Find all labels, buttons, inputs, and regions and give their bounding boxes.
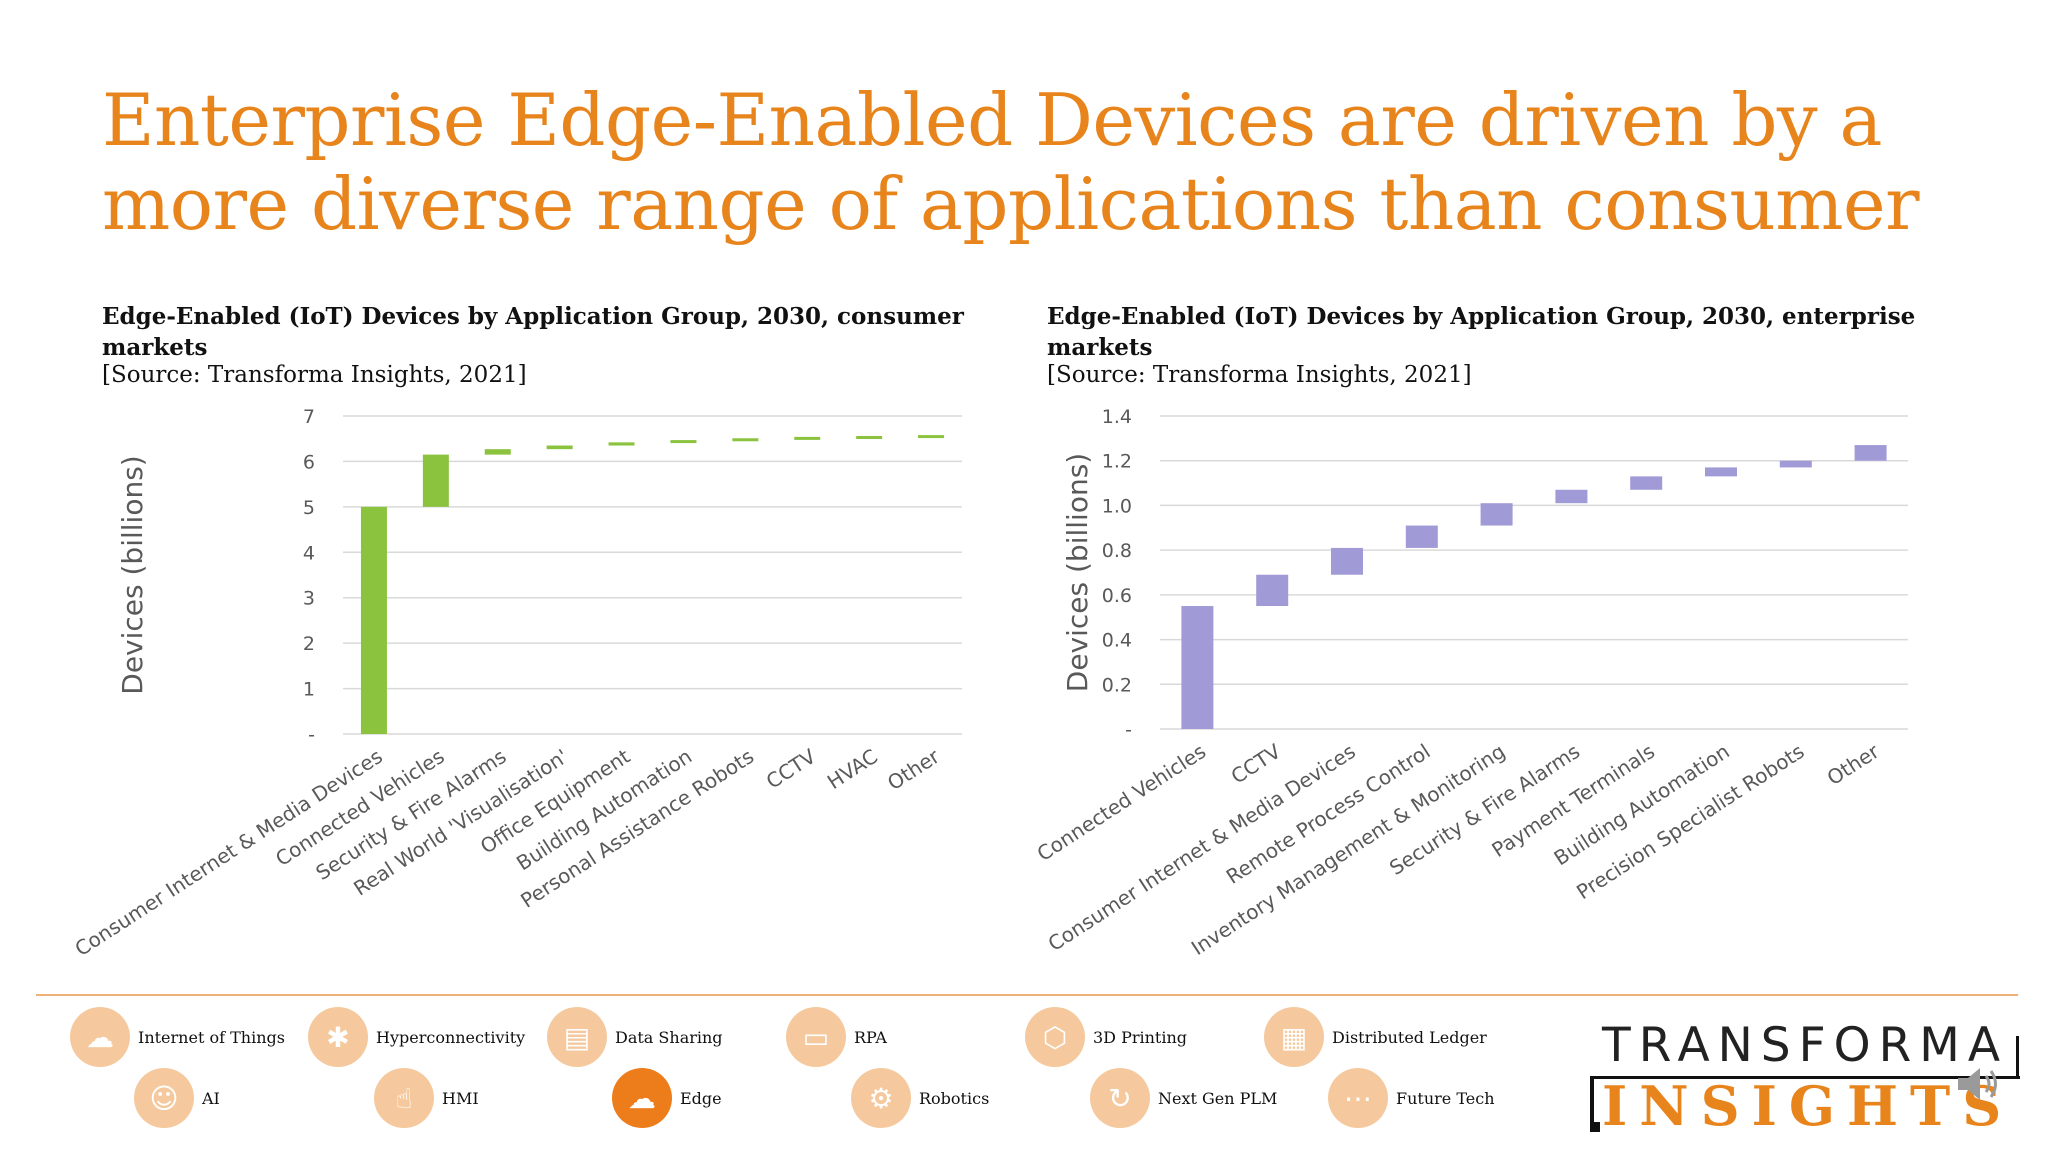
enterprise-bar (1854, 445, 1887, 461)
enterprise-ytick-label: 1.4 (1102, 406, 1132, 428)
enterprise-bar (1256, 574, 1289, 607)
enterprise-ytick-label: 0.2 (1102, 674, 1132, 696)
cloud-network-icon: ☁ (70, 1007, 130, 1067)
consumer-bar (732, 438, 759, 442)
nav-item-3d-printing[interactable]: ⬡ 3D Printing (1025, 1005, 1187, 1069)
footer-divider (36, 994, 2018, 996)
consumer-ytick-label: 4 (303, 542, 315, 564)
enterprise-ytick-label: 1.2 (1102, 451, 1132, 473)
brain-head-icon: ☺ (134, 1068, 194, 1128)
enterprise-category-label: Consumer Internet & Media Devices (1044, 739, 1360, 956)
cycle-arrows-icon: ↻ (1090, 1068, 1150, 1128)
network-hub-icon: ✱ (308, 1007, 368, 1067)
nav-item-label: Next Gen PLM (1158, 1088, 1278, 1108)
enterprise-bar (1630, 476, 1663, 490)
nav-item-data-sharing[interactable]: ▤ Data Sharing (547, 1005, 723, 1069)
logo-bracket-left (1590, 1076, 1594, 1126)
speaker-icon[interactable] (1956, 1064, 2002, 1104)
nav-item-label: Future Tech (1396, 1088, 1495, 1108)
nav-item-label: Data Sharing (615, 1027, 723, 1047)
consumer-bar (918, 435, 945, 439)
nav-item-hyperconnectivity[interactable]: ✱ Hyperconnectivity (308, 1005, 525, 1069)
enterprise-ytick-label: 0.8 (1102, 540, 1132, 562)
nav-item-edge[interactable]: ☁ Edge (612, 1066, 722, 1130)
enterprise-ytick-label: 0.4 (1102, 630, 1132, 652)
printer-cube-icon: ⬡ (1025, 1007, 1085, 1067)
nav-item-label: Edge (680, 1088, 722, 1108)
consumer-ytick-label: 1 (303, 679, 315, 701)
consumer-bar (856, 435, 883, 439)
nav-item-label: AI (202, 1088, 220, 1108)
logo-word-top: TRANSFORMA (1602, 1018, 2008, 1073)
consumer-ylabel: Devices (billions) (116, 455, 149, 694)
logo-bracket-top (1590, 1076, 2020, 1079)
enterprise-waterfall-chart: - 0.2 0.4 0.6 0.8 1.0 1.2 1.4 Devices (billions)… (1033, 406, 1908, 960)
consumer-ytick-label: 3 (303, 588, 315, 610)
enterprise-bar (1405, 525, 1438, 548)
enterprise-bar (1181, 606, 1214, 729)
enterprise-bar (1779, 460, 1812, 468)
enterprise-ytick-label: 1.0 (1102, 495, 1132, 517)
nav-item-distributed-ledger[interactable]: ▦ Distributed Ledger (1264, 1005, 1487, 1069)
page-title-line-2: more diverse range of applications than … (102, 162, 1920, 246)
nav-item-hmi[interactable]: ☝ HMI (374, 1066, 479, 1130)
consumer-chart-source: [Source: Transforma Insights, 2021] (102, 362, 527, 388)
logo-bracket-right (2016, 1036, 2019, 1078)
consumer-bar (794, 436, 821, 440)
enterprise-ytick-label: 0.6 (1102, 585, 1132, 607)
nav-item-internet-of-things[interactable]: ☁ Internet of Things (70, 1005, 285, 1069)
enterprise-bar (1331, 547, 1363, 575)
enterprise-bar (1705, 467, 1737, 477)
page-title-line-1: Enterprise Edge-Enabled Devices are driv… (102, 78, 1882, 162)
nav-item-label: Hyperconnectivity (376, 1027, 526, 1047)
nav-item-robotics[interactable]: ⚙ Robotics (851, 1066, 989, 1130)
logo-word-bottom: INSIGHTS (1602, 1074, 2014, 1138)
consumer-ytick-label: 2 (303, 633, 315, 655)
enterprise-category-label: Other (1823, 739, 1884, 790)
enterprise-ylabel: Devices (billions) (1061, 453, 1094, 692)
consumer-chart-title: Edge-Enabled (IoT) Devices by Applicatio… (102, 303, 964, 361)
consumer-bar (422, 454, 449, 507)
enterprise-chart-title: Edge-Enabled (IoT) Devices by Applicatio… (1047, 303, 1916, 361)
consumer-ytick-label: 5 (303, 497, 315, 519)
nav-item-next-gen-plm[interactable]: ↻ Next Gen PLM (1090, 1066, 1277, 1130)
nav-item-label: Internet of Things (138, 1027, 285, 1047)
consumer-ytick-label: 7 (303, 406, 315, 428)
consumer-bar (360, 506, 387, 734)
logo-bracket-dot (1590, 1122, 1600, 1132)
nav-item-label: HMI (442, 1088, 479, 1108)
nav-item-rpa[interactable]: ▭ RPA (786, 1005, 887, 1069)
nav-item-label: RPA (854, 1027, 887, 1047)
screen-robot-icon: ▭ (786, 1007, 846, 1067)
nav-item-label: Distributed Ledger (1332, 1027, 1487, 1047)
data-table-icon: ▤ (547, 1007, 607, 1067)
consumer-ytick-label: - (308, 724, 315, 746)
transforma-insights-logo: TRANSFORMA INSIGHTS (1590, 1018, 2030, 1138)
consumer-bar (546, 445, 573, 450)
circuit-icon: ⋯ (1328, 1068, 1388, 1128)
touch-hand-icon: ☝ (374, 1068, 434, 1128)
enterprise-bar (1480, 503, 1513, 526)
consumer-bar (484, 449, 511, 455)
consumer-bar (608, 442, 635, 446)
robot-arm-icon: ⚙ (851, 1068, 911, 1128)
consumer-bar (670, 440, 697, 444)
edge-cloud-icon: ☁ (612, 1068, 672, 1128)
consumer-ytick-label: 6 (303, 451, 315, 473)
nav-item-label: 3D Printing (1093, 1027, 1188, 1047)
enterprise-ytick-label: - (1125, 719, 1132, 741)
enterprise-chart-source: [Source: Transforma Insights, 2021] (1047, 362, 1472, 388)
nav-item-label: Robotics (919, 1088, 990, 1108)
nav-item-ai[interactable]: ☺ AI (134, 1066, 220, 1130)
enterprise-category-label: CCTV (1227, 739, 1285, 789)
nav-item-future-tech[interactable]: ⋯ Future Tech (1328, 1066, 1495, 1130)
page-title: Enterprise Edge-Enabled Devices are driv… (102, 78, 1982, 246)
ledger-icon: ▦ (1264, 1007, 1324, 1067)
enterprise-bar (1555, 489, 1588, 504)
